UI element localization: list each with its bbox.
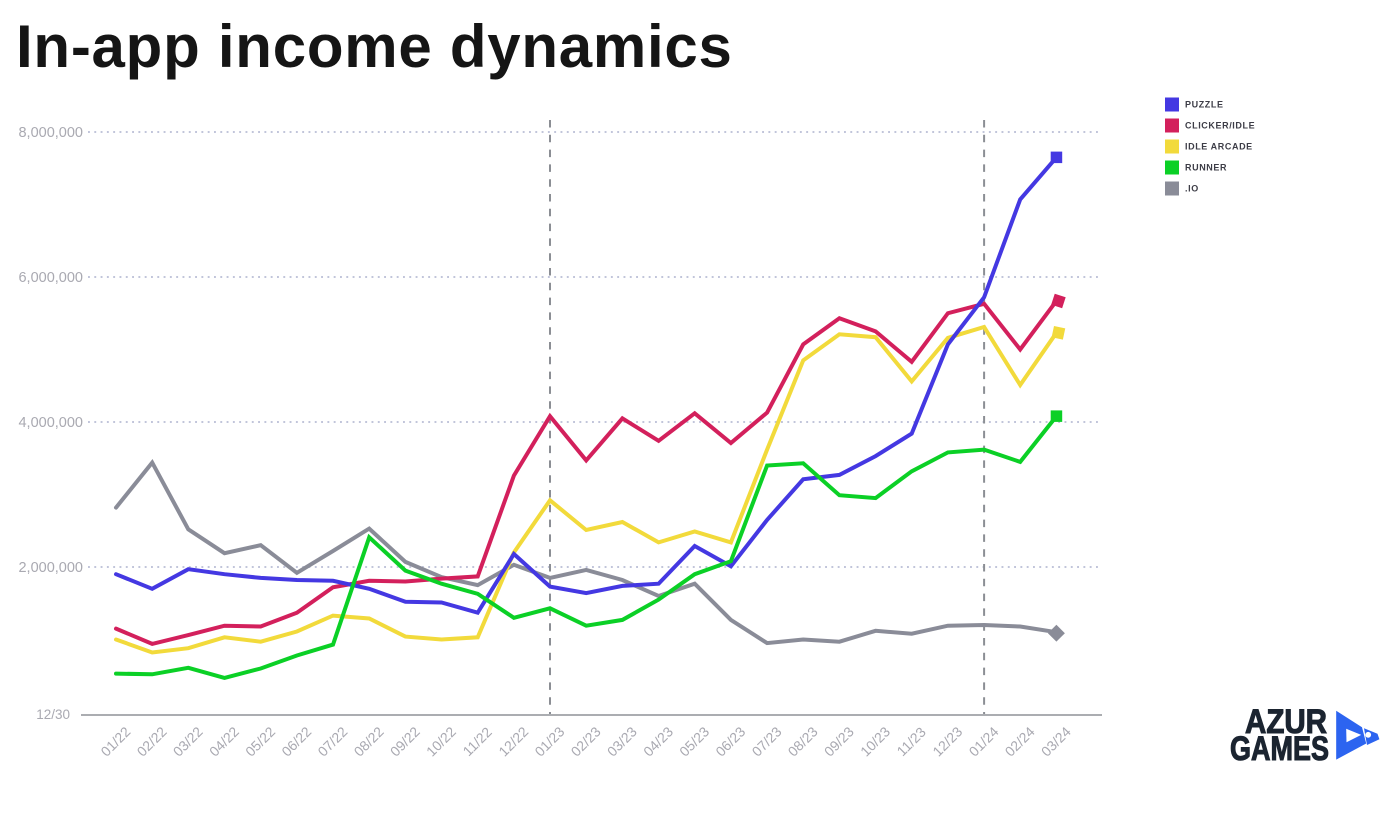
svg-text:03/23: 03/23 — [604, 723, 640, 759]
svg-text:09/22: 09/22 — [387, 723, 423, 759]
svg-text:10/22: 10/22 — [423, 723, 459, 759]
svg-text:06/23: 06/23 — [712, 723, 748, 759]
svg-text:05/23: 05/23 — [676, 723, 712, 759]
svg-text:.IO: .IO — [1185, 184, 1199, 194]
svg-text:10/23: 10/23 — [857, 723, 893, 759]
svg-text:01/22: 01/22 — [97, 723, 133, 759]
svg-text:08/22: 08/22 — [351, 723, 387, 759]
svg-text:GAMES: GAMES — [1230, 730, 1329, 768]
svg-text:02/24: 02/24 — [1002, 723, 1038, 759]
svg-text:PUZZLE: PUZZLE — [1185, 100, 1224, 110]
svg-text:11/23: 11/23 — [893, 724, 929, 760]
svg-text:06/22: 06/22 — [278, 723, 314, 759]
svg-text:11/22: 11/22 — [459, 724, 495, 760]
svg-text:8,000,000: 8,000,000 — [18, 125, 83, 141]
svg-text:12/30: 12/30 — [36, 707, 70, 722]
svg-text:04/22: 04/22 — [206, 723, 242, 759]
svg-text:RUNNER: RUNNER — [1185, 163, 1227, 173]
svg-text:02/23: 02/23 — [568, 723, 604, 759]
svg-text:05/22: 05/22 — [242, 723, 278, 759]
svg-text:2,000,000: 2,000,000 — [18, 560, 83, 576]
svg-text:12/23: 12/23 — [929, 723, 965, 759]
svg-text:07/22: 07/22 — [314, 723, 350, 759]
svg-text:02/22: 02/22 — [134, 723, 170, 759]
svg-text:08/23: 08/23 — [785, 723, 821, 759]
svg-text:CLICKER/IDLE: CLICKER/IDLE — [1185, 121, 1255, 131]
svg-text:09/23: 09/23 — [821, 723, 857, 759]
svg-text:03/24: 03/24 — [1038, 723, 1074, 759]
svg-text:4,000,000: 4,000,000 — [18, 415, 83, 431]
svg-text:03/22: 03/22 — [170, 723, 206, 759]
svg-text:04/23: 04/23 — [640, 723, 676, 759]
svg-text:6,000,000: 6,000,000 — [18, 270, 83, 286]
svg-text:IDLE ARCADE: IDLE ARCADE — [1185, 142, 1253, 152]
svg-text:01/23: 01/23 — [531, 723, 567, 759]
svg-text:01/24: 01/24 — [966, 723, 1002, 759]
svg-text:AZUR: AZUR — [1245, 703, 1327, 741]
svg-text:07/23: 07/23 — [749, 723, 785, 759]
svg-text:12/22: 12/22 — [495, 723, 531, 759]
